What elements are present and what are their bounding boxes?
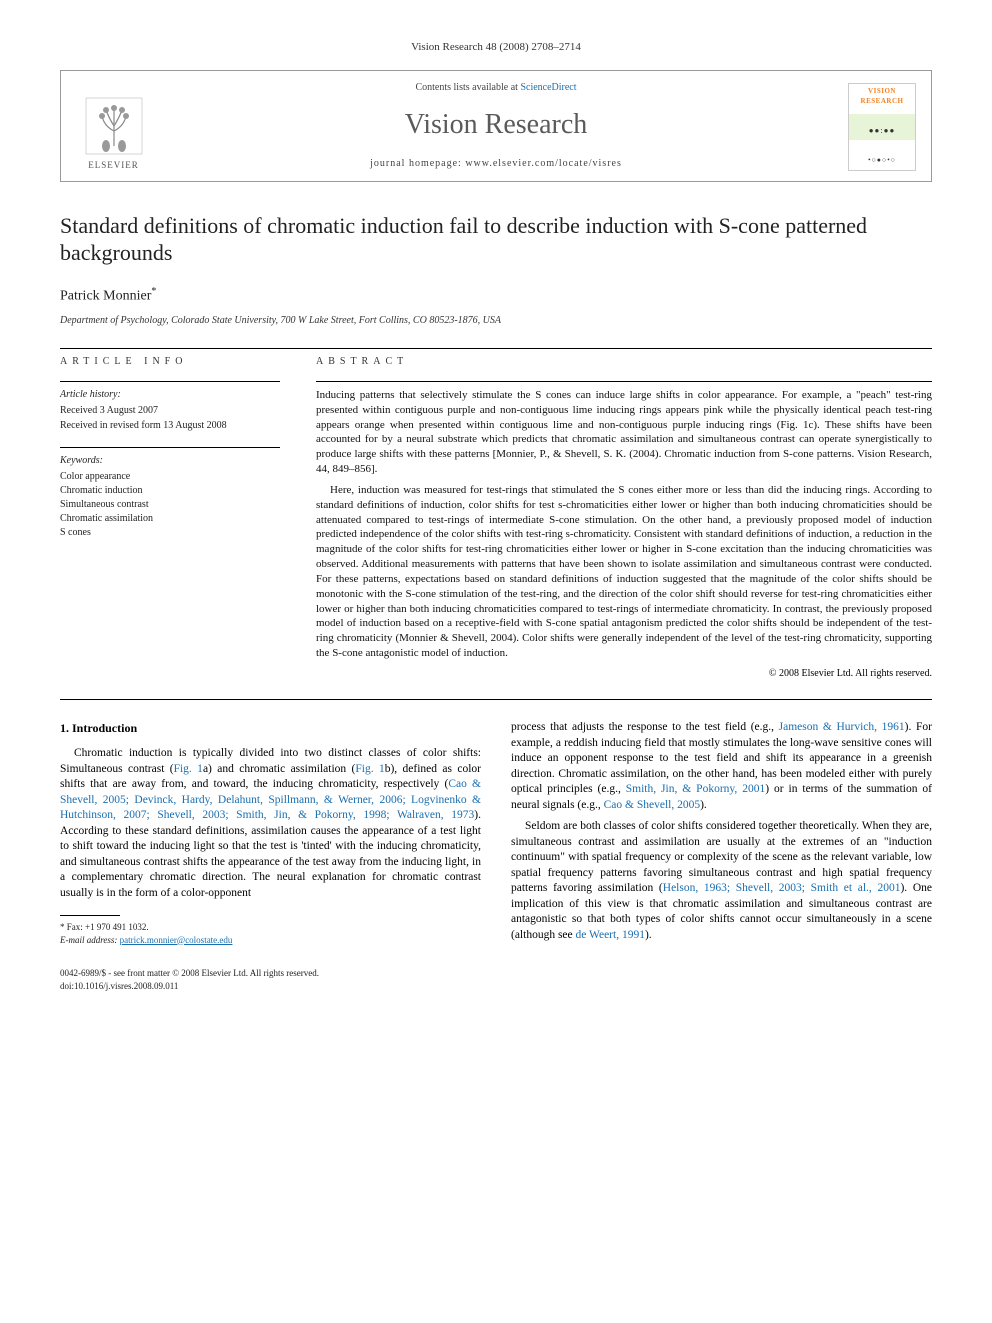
info-divider-2 (60, 447, 280, 448)
email-link[interactable]: patrick.monnier@colostate.edu (120, 935, 233, 945)
abstract-divider (316, 381, 932, 382)
citation-link[interactable]: Jameson & Hurvich, 1961 (779, 721, 905, 733)
author-line: Patrick Monnier* (60, 285, 932, 306)
intro-heading: 1. Introduction (60, 720, 481, 736)
footnote-separator (60, 915, 120, 916)
keyword: Chromatic induction (60, 484, 280, 498)
elsevier-label: ELSEVIER (88, 159, 139, 172)
author-marker: * (151, 286, 156, 297)
keyword: Chromatic assimilation (60, 512, 280, 526)
abstract-paragraph-2: Here, induction was measured for test-ri… (316, 483, 932, 661)
body-paragraph: process that adjusts the response to the… (511, 720, 932, 813)
keyword: Color appearance (60, 470, 280, 484)
text-run: ). (700, 799, 707, 811)
history-received: Received 3 August 2007 (60, 404, 280, 418)
text-run: process that adjusts the response to the… (511, 721, 779, 733)
cover-dots2-icon: •○●○•○ (849, 156, 915, 166)
keyword: Simultaneous contrast (60, 498, 280, 512)
history-revised: Received in revised form 13 August 2008 (60, 419, 280, 433)
cover-title: VISION RESEARCH (849, 87, 915, 107)
corresponding-fax: * Fax: +1 970 491 1032. (60, 921, 481, 933)
page-header-meta: Vision Research 48 (2008) 2708–2714 (60, 40, 932, 55)
journal-homepage: journal homepage: www.elsevier.com/locat… (76, 157, 916, 171)
author-name: Patrick Monnier (60, 288, 151, 303)
figure-ref-link[interactable]: Fig. 1 (174, 763, 203, 775)
homepage-url[interactable]: www.elsevier.com/locate/visres (465, 158, 622, 169)
article-title: Standard definitions of chromatic induct… (60, 212, 932, 267)
journal-title: Vision Research (76, 105, 916, 144)
history-head: Article history: (60, 388, 280, 402)
article-history-block: Article history: Received 3 August 2007 … (60, 388, 280, 433)
footer-meta: 0042-6989/$ - see front matter © 2008 El… (60, 967, 932, 992)
info-abstract-row: ARTICLE INFO Article history: Received 3… (60, 355, 932, 681)
body-column-left: 1. Introduction Chromatic induction is t… (60, 720, 481, 949)
citation-link[interactable]: de Weert, 1991 (576, 929, 645, 941)
footer-doi: doi:10.1016/j.visres.2008.09.011 (60, 980, 932, 993)
text-run: ). (645, 929, 652, 941)
intro-paragraph-1: Chromatic induction is typically divided… (60, 746, 481, 901)
email-label: E-mail address: (60, 935, 120, 945)
abstract-label: ABSTRACT (316, 355, 932, 369)
cover-dots-icon: ●●:●● (849, 125, 915, 136)
divider-bottom (60, 699, 932, 700)
text-run: a) and chromatic assimilation ( (203, 763, 355, 775)
sciencedirect-link[interactable]: ScienceDirect (520, 82, 576, 93)
homepage-label: journal homepage: (370, 158, 465, 169)
body-column-right: process that adjusts the response to the… (511, 720, 932, 949)
article-info-column: ARTICLE INFO Article history: Received 3… (60, 355, 280, 681)
corresponding-email: E-mail address: patrick.monnier@colostat… (60, 934, 481, 946)
abstract-text: Inducing patterns that selectively stimu… (316, 388, 932, 661)
body-paragraph: Seldom are both classes of color shifts … (511, 819, 932, 943)
contents-prefix: Contents lists available at (415, 82, 520, 93)
info-divider-1 (60, 381, 280, 382)
copyright-line: © 2008 Elsevier Ltd. All rights reserved… (316, 667, 932, 681)
elsevier-tree-icon (84, 96, 144, 156)
keywords-head: Keywords: (60, 454, 280, 468)
keyword: S cones (60, 526, 280, 540)
article-info-label: ARTICLE INFO (60, 355, 280, 369)
abstract-column: ABSTRACT Inducing patterns that selectiv… (316, 355, 932, 681)
body-two-column: 1. Introduction Chromatic induction is t… (60, 720, 932, 949)
keywords-block: Keywords: Color appearance Chromatic ind… (60, 454, 280, 540)
affiliation: Department of Psychology, Colorado State… (60, 314, 932, 328)
journal-header-box: ELSEVIER Contents lists available at Sci… (60, 70, 932, 181)
figure-ref-link[interactable]: Fig. 1 (355, 763, 384, 775)
citation-link[interactable]: Helson, 1963; Shevell, 2003; Smith et al… (663, 882, 901, 894)
journal-cover-thumbnail: VISION RESEARCH ●●:●● •○●○•○ (848, 83, 916, 171)
abstract-paragraph-1: Inducing patterns that selectively stimu… (316, 388, 932, 477)
text-run: ). According to these standard definitio… (60, 809, 481, 899)
contents-available-line: Contents lists available at ScienceDirec… (76, 81, 916, 95)
elsevier-logo: ELSEVIER (76, 86, 151, 171)
divider-top (60, 348, 932, 349)
citation-link[interactable]: Smith, Jin, & Pokorny, 2001 (626, 783, 765, 795)
citation-link[interactable]: Cao & Shevell, 2005 (604, 799, 700, 811)
footer-issn: 0042-6989/$ - see front matter © 2008 El… (60, 967, 932, 980)
